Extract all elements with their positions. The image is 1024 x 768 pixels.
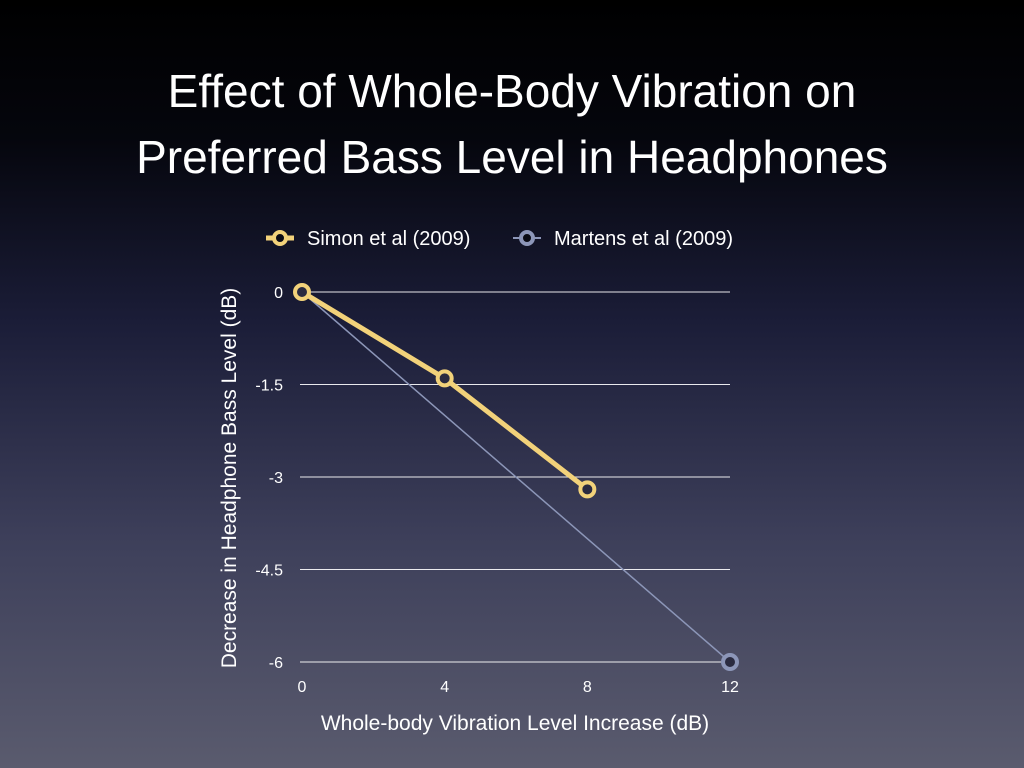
legend-item-martens: Martens et al (2009) — [513, 228, 733, 250]
data-point — [293, 283, 311, 301]
y-tick-label: -3 — [269, 470, 283, 487]
y-axis-ticks: 0 -1.5 -3 -4.5 -6 — [255, 285, 283, 672]
series-line — [301, 291, 731, 663]
series-martens — [301, 291, 739, 671]
legend-label: Simon et al (2009) — [307, 228, 470, 250]
legend-swatch-marker — [272, 230, 288, 246]
chart-gridlines — [300, 291, 730, 663]
legend-swatch-marker — [519, 230, 535, 246]
legend-label: Martens et al (2009) — [554, 228, 733, 250]
y-axis-label: Decrease in Headphone Bass Level (dB) — [218, 288, 241, 669]
slide-title-line-2: Preferred Bass Level in Headphones — [136, 131, 888, 183]
y-tick-label: -1.5 — [255, 378, 283, 395]
x-tick-label: 0 — [298, 679, 307, 696]
y-tick-label: -6 — [269, 655, 283, 672]
x-tick-label: 8 — [583, 679, 592, 696]
x-tick-label: 12 — [721, 679, 739, 696]
chart-series — [293, 283, 739, 671]
legend-item-simon: Simon et al (2009) — [266, 228, 470, 250]
y-tick-label: 0 — [274, 285, 283, 302]
x-axis-ticks: 0 4 8 12 — [298, 679, 739, 696]
data-point — [435, 369, 454, 388]
x-axis-label: Whole-body Vibration Level Increase (dB) — [321, 712, 709, 735]
y-tick-label: -4.5 — [255, 563, 283, 580]
series-line — [299, 289, 590, 492]
x-tick-label: 4 — [440, 679, 449, 696]
data-point — [721, 653, 739, 671]
slide-title-line-1: Effect of Whole-Body Vibration on — [167, 65, 857, 117]
chart-legend: Simon et al (2009) Martens et al (2009) — [266, 228, 733, 250]
data-point — [578, 480, 597, 499]
series-simon — [293, 283, 597, 499]
slide-title: Effect of Whole-Body Vibration on Prefer… — [0, 58, 1024, 190]
